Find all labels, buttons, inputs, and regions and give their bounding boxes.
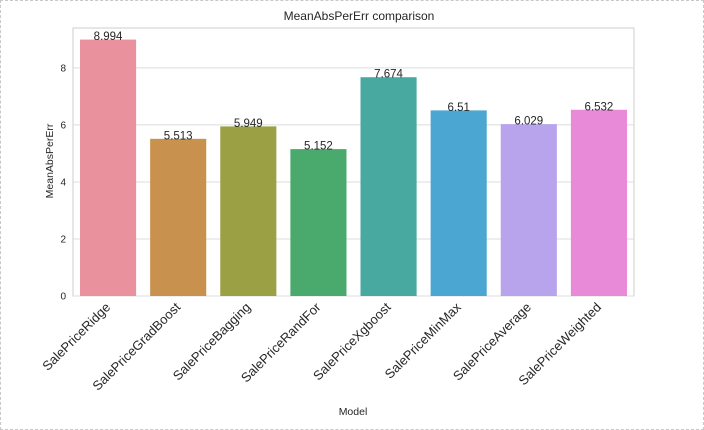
data-label: 6.029 xyxy=(514,116,543,128)
y-tick-label: 6 xyxy=(60,120,66,131)
x-axis-label: Model xyxy=(339,406,368,418)
y-ticks: 0 2 4 6 8 xyxy=(60,63,66,302)
bar xyxy=(430,110,487,296)
y-axis-label: MeanAbsPerErr xyxy=(44,123,56,198)
value-labels: 8.994 5.513 5.949 5.152 7.674 6.51 6.029 6.532 xyxy=(94,31,614,153)
data-label: 5.513 xyxy=(164,130,193,142)
bar xyxy=(290,149,347,296)
y-tick-label: 4 xyxy=(60,177,66,188)
bar xyxy=(150,138,207,296)
data-label: 6.51 xyxy=(447,102,469,114)
x-tick-label: SalePriceMinMax xyxy=(382,299,464,381)
data-label: 5.152 xyxy=(304,141,333,153)
x-ticks: SalePriceRidgeSalePriceGradBoostSalePric… xyxy=(39,299,604,393)
bars xyxy=(80,39,627,297)
bar xyxy=(500,124,557,296)
data-label: 8.994 xyxy=(94,31,123,43)
x-tick-label: SalePriceRidge xyxy=(39,300,113,374)
bar xyxy=(360,77,417,297)
chart-title: MeanAbsPerErr comparison xyxy=(284,9,435,23)
data-label: 6.532 xyxy=(585,101,614,113)
y-tick-label: 8 xyxy=(60,63,66,74)
data-label: 7.674 xyxy=(374,69,403,81)
y-tick-label: 2 xyxy=(60,234,66,245)
y-tick-label: 0 xyxy=(60,292,66,303)
bar xyxy=(570,109,627,296)
data-label: 5.949 xyxy=(234,118,263,130)
bar xyxy=(80,39,137,296)
bar xyxy=(220,126,277,296)
